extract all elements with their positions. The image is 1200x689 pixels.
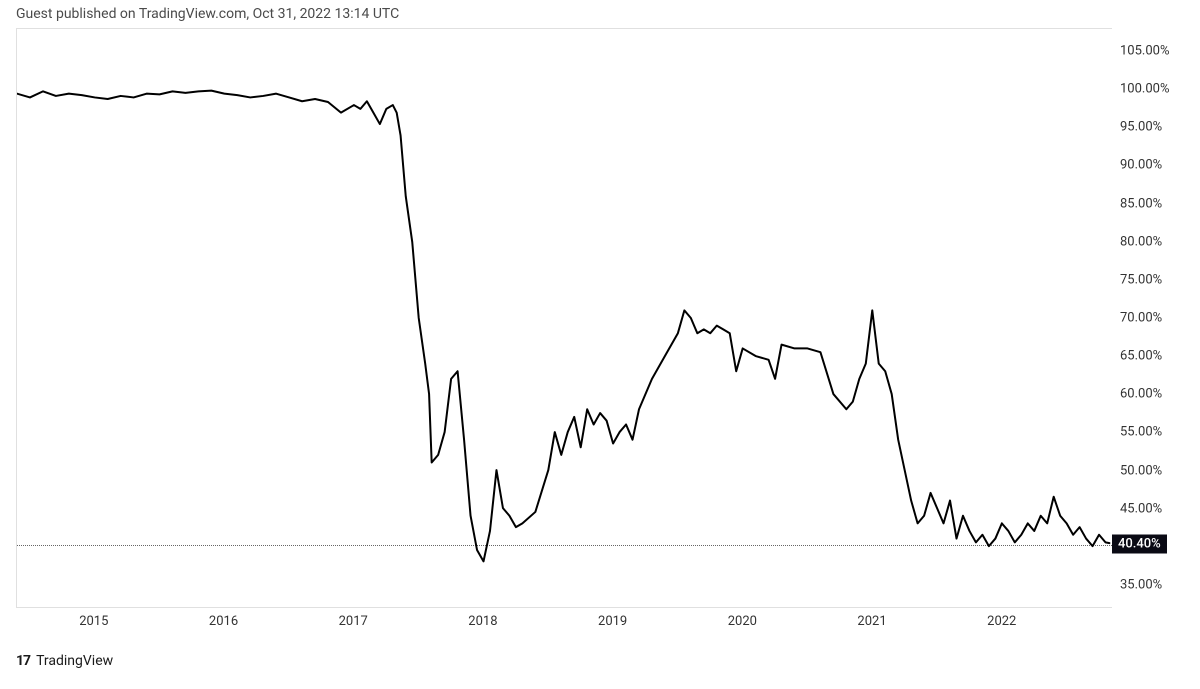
tradingview-logo-icon: 17 bbox=[16, 653, 30, 669]
y-tick-label: 45.00% bbox=[1120, 501, 1162, 516]
chart-container: Guest published on TradingView.com, Oct … bbox=[0, 0, 1200, 689]
y-axis: 35.00%40.00%45.00%50.00%55.00%60.00%65.0… bbox=[1120, 28, 1190, 608]
x-tick-label: 2019 bbox=[598, 614, 627, 629]
x-tick-label: 2020 bbox=[728, 614, 757, 629]
x-tick-label: 2021 bbox=[857, 614, 886, 629]
y-tick-label: 100.00% bbox=[1120, 82, 1169, 97]
x-tick-label: 2016 bbox=[209, 614, 238, 629]
y-tick-label: 85.00% bbox=[1120, 196, 1162, 211]
x-tick-label: 2018 bbox=[468, 614, 497, 629]
plot-area[interactable] bbox=[16, 28, 1112, 608]
last-price-badge: 40.40% bbox=[1112, 534, 1167, 553]
y-tick-label: 50.00% bbox=[1120, 463, 1162, 478]
y-tick-label: 35.00% bbox=[1120, 578, 1162, 593]
brand-label: TradingView bbox=[36, 653, 113, 669]
x-axis: 2015 2016 2017 2018 2019 2020 2021 2022 bbox=[16, 614, 1112, 638]
x-tick-label: 2022 bbox=[987, 614, 1016, 629]
y-tick-label: 60.00% bbox=[1120, 387, 1162, 402]
footer: 17 TradingView bbox=[16, 653, 113, 669]
x-tick-label: 2015 bbox=[79, 614, 108, 629]
y-tick-label: 105.00% bbox=[1120, 43, 1169, 58]
y-tick-label: 70.00% bbox=[1120, 311, 1162, 326]
line-series bbox=[17, 29, 1112, 607]
x-tick-label: 2017 bbox=[339, 614, 368, 629]
y-tick-label: 75.00% bbox=[1120, 272, 1162, 287]
y-tick-label: 80.00% bbox=[1120, 234, 1162, 249]
y-tick-label: 90.00% bbox=[1120, 158, 1162, 173]
y-tick-label: 65.00% bbox=[1120, 349, 1162, 364]
y-tick-label: 55.00% bbox=[1120, 425, 1162, 440]
y-tick-label: 95.00% bbox=[1120, 120, 1162, 135]
publish-info: Guest published on TradingView.com, Oct … bbox=[16, 6, 399, 22]
last-price-value: 40.40% bbox=[1118, 536, 1161, 551]
